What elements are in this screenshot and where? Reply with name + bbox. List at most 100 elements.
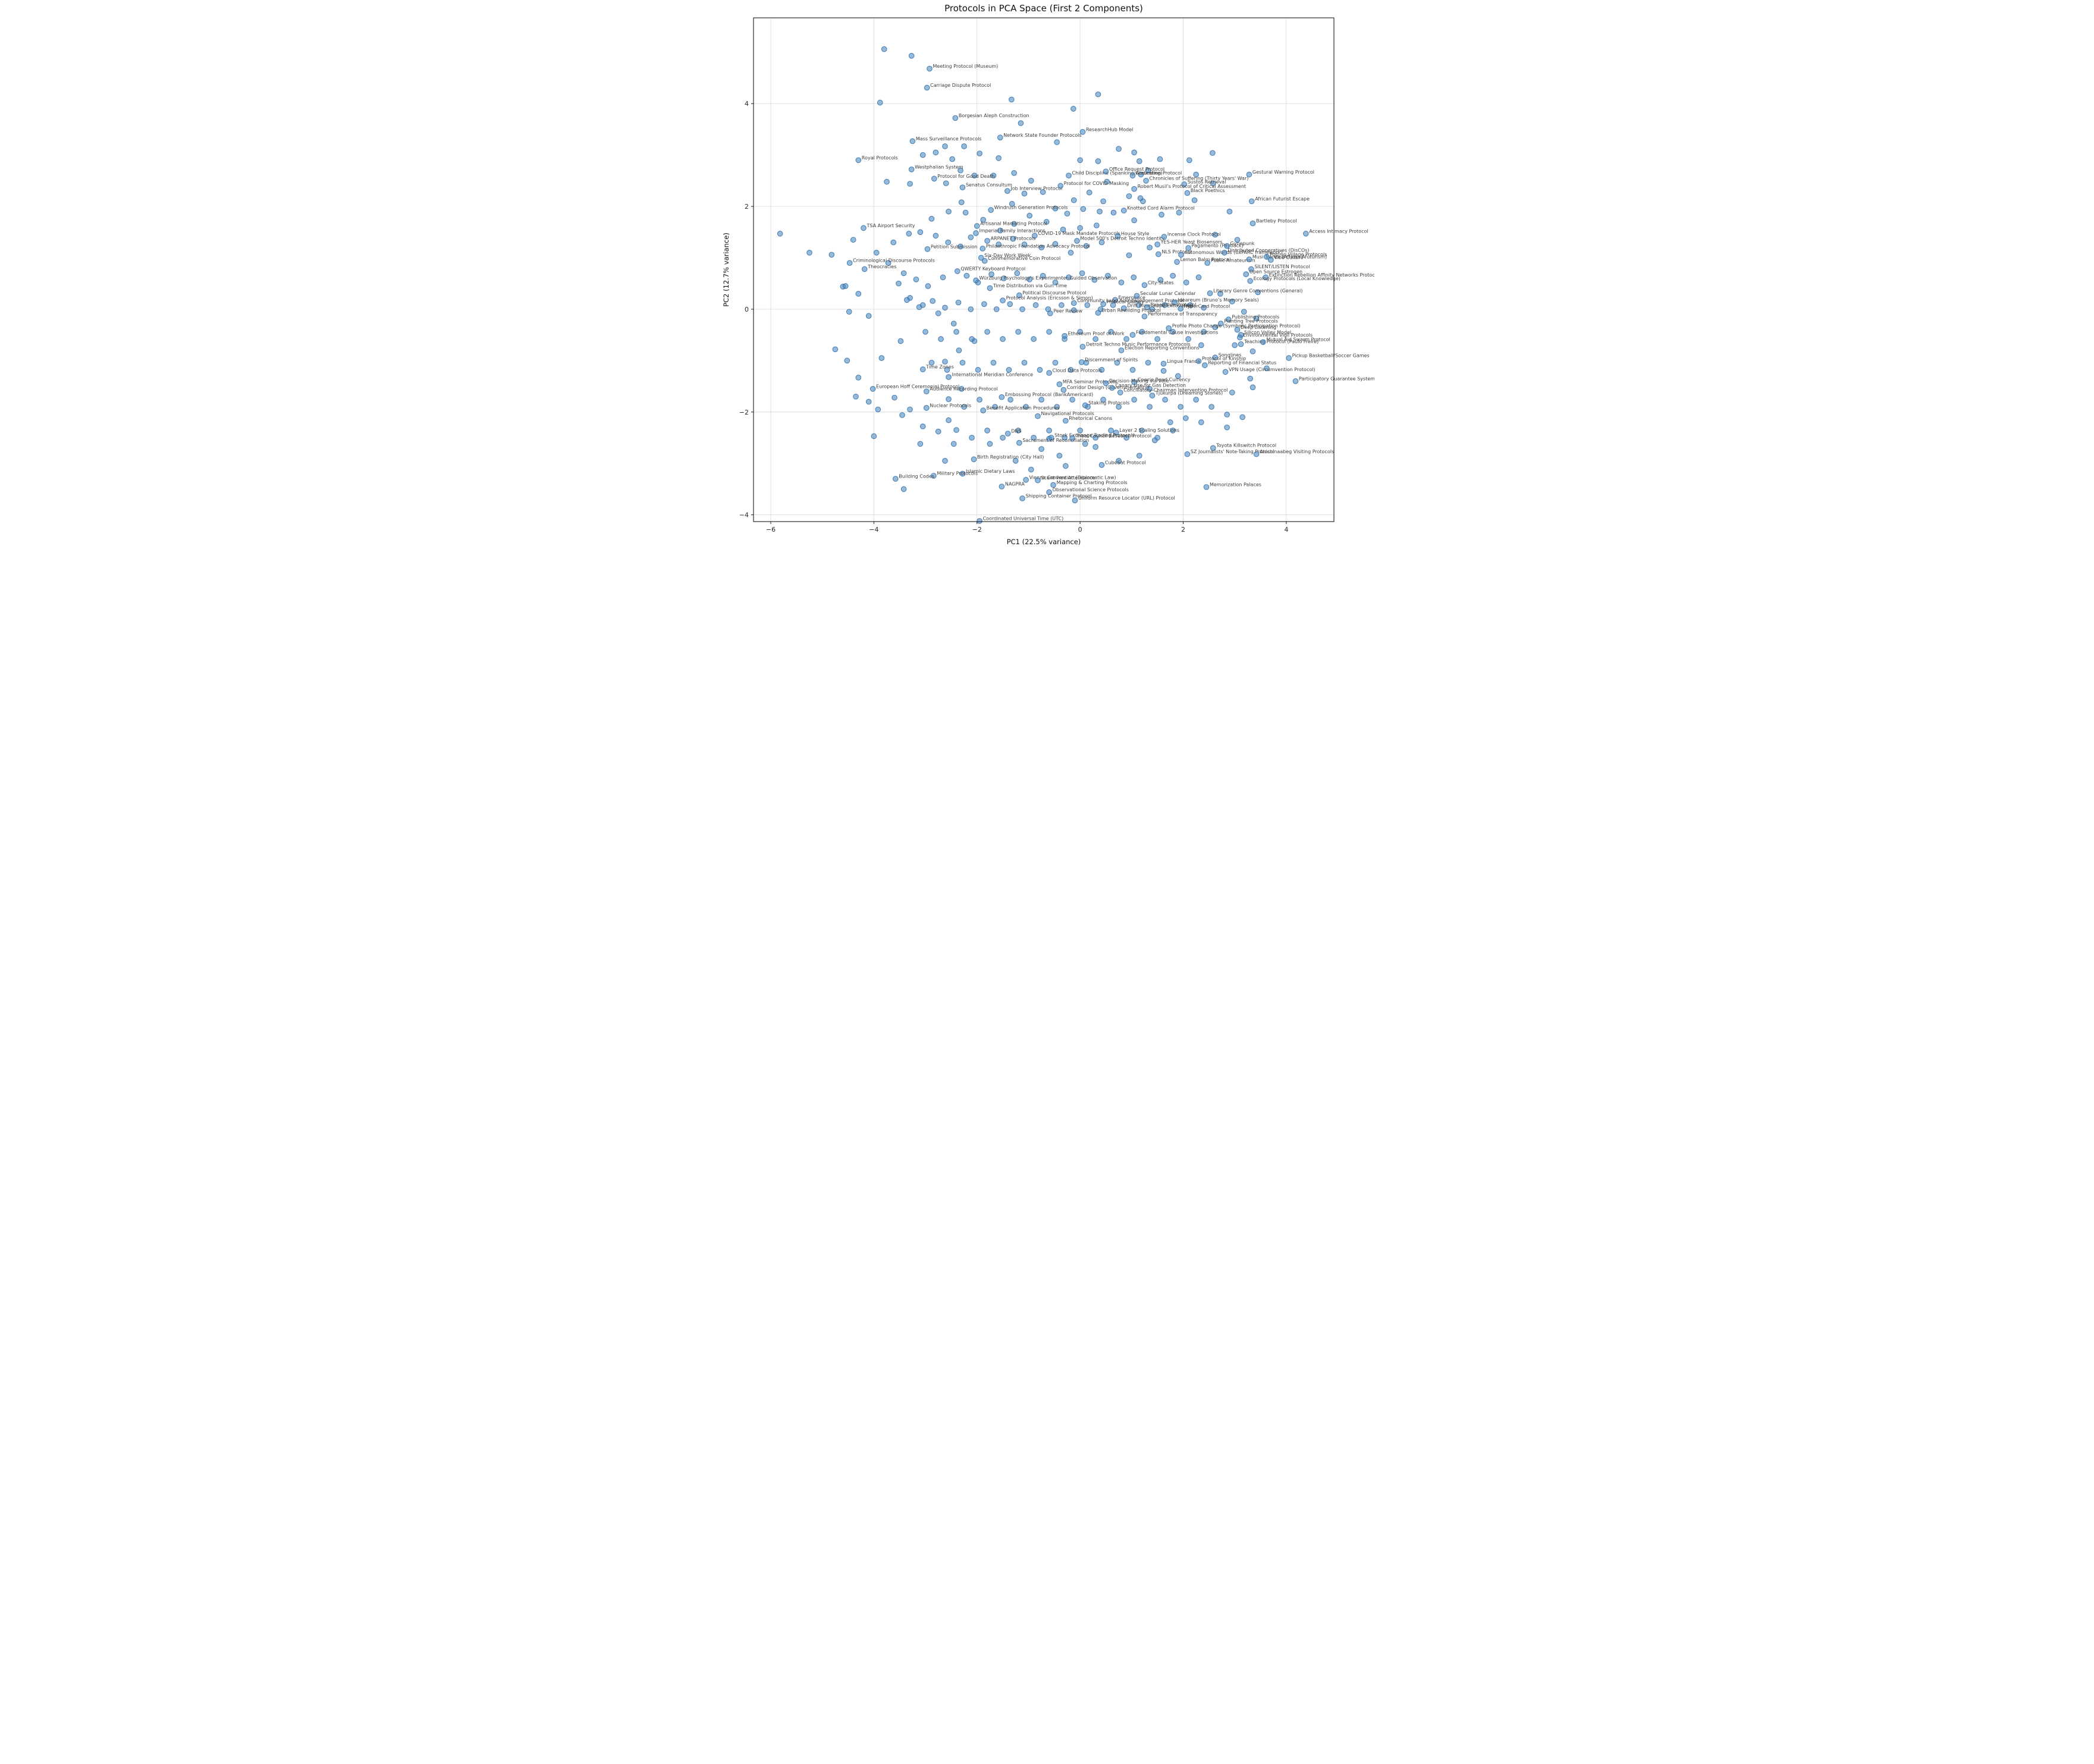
data-point [1110, 302, 1116, 308]
data-point [967, 306, 974, 312]
data-point [1038, 446, 1044, 452]
y-tick-label: 2 [745, 203, 749, 211]
data-point [852, 393, 859, 400]
point-label: Criminological Discourse Protocols [853, 258, 935, 263]
data-point [995, 241, 1002, 247]
data-point [1078, 359, 1085, 365]
data-point [935, 310, 941, 316]
point-label: Incense Clock Protocol [1167, 232, 1220, 237]
data-point [828, 252, 834, 258]
data-point [1083, 243, 1089, 249]
data-point [1151, 437, 1158, 444]
point-label: Profile Photo Change (Symbolic Participa… [1172, 323, 1300, 328]
y-tick-label: −2 [739, 409, 748, 416]
data-point [1223, 243, 1230, 249]
point-label: Black Poethics [1190, 188, 1225, 193]
data-point [1095, 158, 1101, 164]
data-point [988, 271, 994, 277]
data-point [952, 115, 958, 121]
data-point [1238, 341, 1244, 347]
data-point [1118, 280, 1124, 285]
data-point [1149, 393, 1155, 398]
point-label: Discernment of Spirits [1085, 357, 1138, 362]
point-label: Würzburg Psychology's Experimenter-Guide… [979, 275, 1117, 281]
data-point [999, 435, 1006, 441]
data-point [878, 355, 884, 361]
data-point [1146, 404, 1153, 410]
axes-spines [752, 17, 1335, 522]
point-label: Robert Musil’s Protocol of Critical Asse… [1137, 184, 1245, 189]
pca-scatter-plot: Meeting Protocol (Museum) Carriage Disput… [720, 0, 1374, 551]
point-label: Vienna Convention (Diplomatic Law) [1029, 475, 1116, 480]
point-label: Extinction Rebellion Affinity Networks P… [1269, 272, 1374, 278]
point-label: Westphalian System [915, 164, 963, 170]
data-point [1030, 435, 1037, 441]
data-point [1210, 445, 1216, 451]
data-point [981, 258, 988, 264]
point-label: Time Distribution via Gun Time [992, 283, 1066, 288]
data-point [933, 149, 938, 156]
data-point [1076, 157, 1083, 164]
data-point [890, 239, 896, 246]
point-label: Mass Surveillance Protocols [915, 136, 981, 142]
point-label: VPN Usage (Circumvention Protocol) [1229, 367, 1316, 372]
data-point [1072, 497, 1078, 504]
point-label: Open Source Estrogen [1249, 269, 1302, 275]
point-label: Political Discourse Protocol [1022, 290, 1086, 296]
data-point [1079, 206, 1086, 212]
data-point [924, 84, 930, 91]
data-point [900, 270, 907, 277]
data-point [1182, 415, 1189, 421]
data-point [1192, 397, 1199, 403]
point-label: Planting Tree Protocols [1224, 319, 1278, 324]
point-label: Islamic Dietary Laws [965, 469, 1015, 474]
point-label: Job Interview Protocol [1010, 186, 1062, 192]
data-point [1021, 241, 1027, 247]
data-point [1173, 259, 1180, 265]
data-point [861, 266, 868, 272]
data-point [906, 181, 913, 187]
data-point [917, 229, 923, 236]
data-point [1157, 156, 1163, 162]
data-point [1028, 178, 1034, 184]
data-point [1250, 384, 1255, 391]
point-label: Vibe Culture [1274, 255, 1303, 260]
data-point [1037, 367, 1043, 373]
data-point [1141, 282, 1147, 288]
data-point [923, 404, 930, 411]
data-point [1247, 278, 1253, 284]
data-point [963, 272, 969, 279]
point-label: Access Intimacy Protocol [1309, 228, 1368, 234]
point-label: Bartleby Protocol [1255, 218, 1296, 224]
data-point [1112, 297, 1118, 303]
data-point [1185, 336, 1191, 342]
data-point [1109, 385, 1115, 391]
x-tick-label: 4 [1284, 526, 1288, 533]
data-point [972, 230, 979, 236]
data-point [1107, 428, 1114, 434]
point-label: Protocol for Good Death [937, 174, 994, 179]
point-label: Office Request Protocol [1109, 167, 1164, 172]
data-point [1211, 324, 1218, 331]
point-label: Knotted Cord Alarm Protocol [1127, 205, 1195, 211]
data-point [1161, 397, 1168, 403]
point-label: Memorization Palaces [1209, 482, 1261, 487]
data-point [976, 150, 982, 156]
data-point [1222, 369, 1228, 375]
data-point [944, 367, 950, 373]
point-label: DNS [1011, 429, 1021, 434]
point-label: YES-HER Yeast Biosensors [1160, 240, 1222, 245]
data-point [974, 223, 980, 229]
data-point [1204, 260, 1210, 266]
data-point [1250, 348, 1255, 354]
data-point [941, 458, 948, 464]
data-point [1115, 404, 1122, 410]
point-label: Fundamental Cause Investigations [1136, 330, 1218, 335]
point-label: Public Amateurism [1210, 258, 1255, 263]
data-point [1068, 250, 1073, 256]
data-point [979, 246, 985, 252]
data-point [1263, 253, 1270, 260]
data-point [1053, 139, 1060, 145]
point-label: Teaching Protocol (Paulo Freire) [1244, 339, 1318, 344]
data-point [993, 306, 1000, 312]
